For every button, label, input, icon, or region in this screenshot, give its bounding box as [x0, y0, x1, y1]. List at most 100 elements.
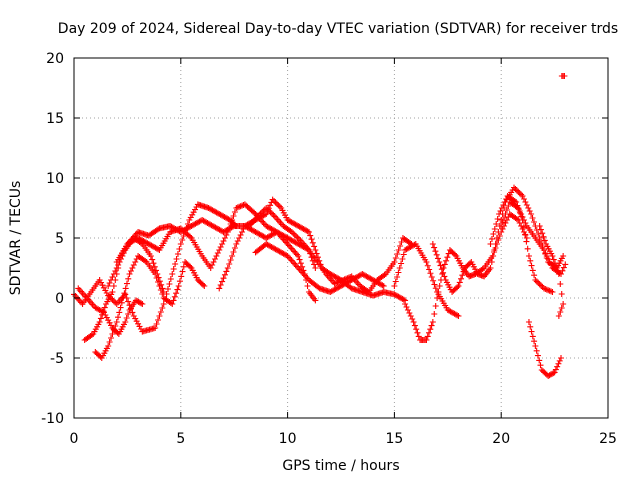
- data-point: [545, 373, 552, 379]
- data-point: [171, 293, 178, 300]
- data-point: [394, 274, 401, 280]
- data-point: [175, 283, 182, 289]
- data-point: [392, 278, 399, 285]
- data-point: [503, 207, 510, 213]
- data-point: [398, 239, 405, 245]
- data-point: [268, 210, 275, 217]
- data-point: [429, 319, 436, 325]
- data-point: [495, 229, 502, 235]
- data-point: [186, 217, 193, 223]
- data-point: [427, 326, 434, 333]
- data-point: [535, 279, 542, 286]
- data-point: [187, 263, 194, 270]
- data-point: [158, 281, 165, 288]
- data-point: [415, 333, 422, 340]
- data-point: [109, 296, 116, 303]
- data-point: [543, 286, 550, 293]
- data-point: [561, 73, 568, 79]
- data-point: [172, 261, 179, 267]
- data-point: [88, 332, 95, 338]
- data-point: [160, 301, 167, 307]
- data-point: [106, 339, 113, 345]
- data-point: [528, 262, 535, 269]
- data-point: [333, 280, 340, 286]
- data-point: [190, 209, 197, 216]
- data-point: [487, 241, 494, 247]
- data-point: [266, 207, 273, 214]
- y-tick-label: 5: [55, 231, 64, 247]
- data-point: [229, 253, 236, 259]
- data-point: [529, 267, 536, 274]
- data-point: [120, 295, 127, 301]
- data-point: [169, 301, 176, 307]
- data-point: [550, 256, 557, 263]
- data-point: [179, 268, 186, 275]
- data-point: [149, 256, 156, 263]
- data-point: [239, 229, 246, 235]
- data-point: [520, 224, 527, 231]
- data-point: [519, 214, 526, 220]
- data-point: [264, 206, 271, 213]
- data-point: [169, 271, 176, 277]
- data-point: [443, 257, 450, 264]
- data-point: [550, 370, 557, 377]
- data-point: [291, 231, 298, 238]
- data-point: [217, 244, 224, 250]
- data-point: [498, 205, 505, 211]
- data-point: [123, 315, 130, 321]
- data-point: [467, 260, 474, 267]
- data-point: [256, 212, 263, 218]
- data-point: [127, 268, 134, 274]
- data-point: [118, 299, 125, 306]
- data-point: [444, 254, 451, 261]
- data-point: [170, 266, 177, 272]
- data-point: [522, 199, 529, 205]
- data-point: [121, 290, 128, 297]
- data-point: [108, 322, 115, 329]
- y-tick-label: 15: [46, 111, 64, 127]
- data-point: [560, 253, 567, 259]
- data-point: [555, 271, 562, 277]
- data-point: [518, 191, 525, 198]
- data-point: [538, 282, 545, 289]
- data-point: [122, 285, 129, 292]
- data-point: [558, 305, 565, 311]
- data-point: [157, 309, 164, 315]
- data-point: [493, 221, 500, 227]
- data-point: [275, 202, 282, 209]
- data-point: [555, 313, 562, 319]
- data-point: [167, 300, 174, 306]
- data-point: [537, 226, 544, 233]
- data-point: [231, 245, 238, 251]
- series-track-16: [536, 223, 567, 319]
- data-point: [391, 283, 398, 289]
- data-point: [135, 298, 142, 305]
- data-point: [437, 262, 444, 269]
- data-point: [488, 259, 495, 265]
- data-point: [515, 205, 522, 211]
- data-point: [423, 337, 430, 343]
- data-point: [224, 265, 231, 271]
- data-point: [173, 290, 180, 297]
- data-point: [399, 256, 406, 262]
- data-point: [231, 209, 238, 215]
- data-point: [502, 211, 509, 217]
- data-point: [535, 231, 542, 237]
- data-point: [525, 205, 532, 211]
- data-point: [542, 286, 549, 292]
- data-point: [428, 274, 435, 280]
- data-point: [522, 220, 529, 226]
- data-point: [258, 209, 265, 216]
- data-point: [223, 232, 230, 238]
- data-point: [431, 244, 438, 251]
- data-point: [125, 311, 132, 317]
- data-point: [96, 277, 103, 283]
- data-point: [433, 251, 440, 258]
- data-point: [132, 315, 139, 322]
- data-point: [530, 219, 537, 225]
- data-point: [529, 215, 536, 221]
- data-point: [130, 262, 137, 268]
- y-axis-label: SDTVAR / TECUs: [8, 181, 24, 296]
